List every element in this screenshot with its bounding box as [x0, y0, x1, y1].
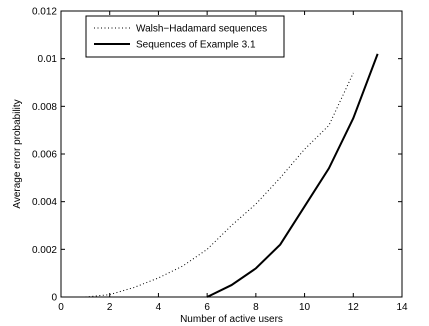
y-tick-label: 0.01	[38, 54, 58, 65]
x-tick-label: 8	[253, 302, 259, 313]
x-tick-label: 0	[58, 302, 64, 313]
legend: Walsh−Hadamard sequences Sequences of Ex…	[85, 15, 285, 58]
x-axis-label: Number of active users	[180, 314, 283, 325]
x-axis: 0 2 4 6 8 10 12 14	[58, 11, 408, 313]
y-tick-label: 0.008	[32, 102, 57, 113]
legend-box	[85, 15, 285, 58]
y-tick-label: 0	[51, 293, 57, 304]
y-tick-label: 0.002	[32, 245, 57, 256]
series-line-example-3-1	[206, 53, 379, 298]
y-tick-label: 0.006	[32, 150, 57, 161]
x-tick-label: 6	[204, 302, 210, 313]
x-tick-label: 12	[348, 302, 360, 313]
x-tick-label: 4	[156, 302, 162, 313]
x-tick-label: 10	[299, 302, 311, 313]
y-axis: 0 0.002 0.004 0.006 0.008 0.01 0.012	[32, 7, 402, 304]
legend-entry-example-3-1: Sequences of Example 3.1	[136, 40, 256, 51]
legend-entry-walsh-hadamard: Walsh−Hadamard sequences	[136, 24, 267, 35]
series-line-walsh-hadamard	[85, 72, 354, 298]
y-axis-label: Average error probability	[12, 99, 23, 208]
y-tick-label: 0.012	[32, 7, 57, 18]
x-tick-label: 2	[107, 302, 113, 313]
y-tick-label: 0.004	[32, 197, 57, 208]
x-tick-label: 14	[396, 302, 408, 313]
plot-area	[85, 53, 379, 298]
